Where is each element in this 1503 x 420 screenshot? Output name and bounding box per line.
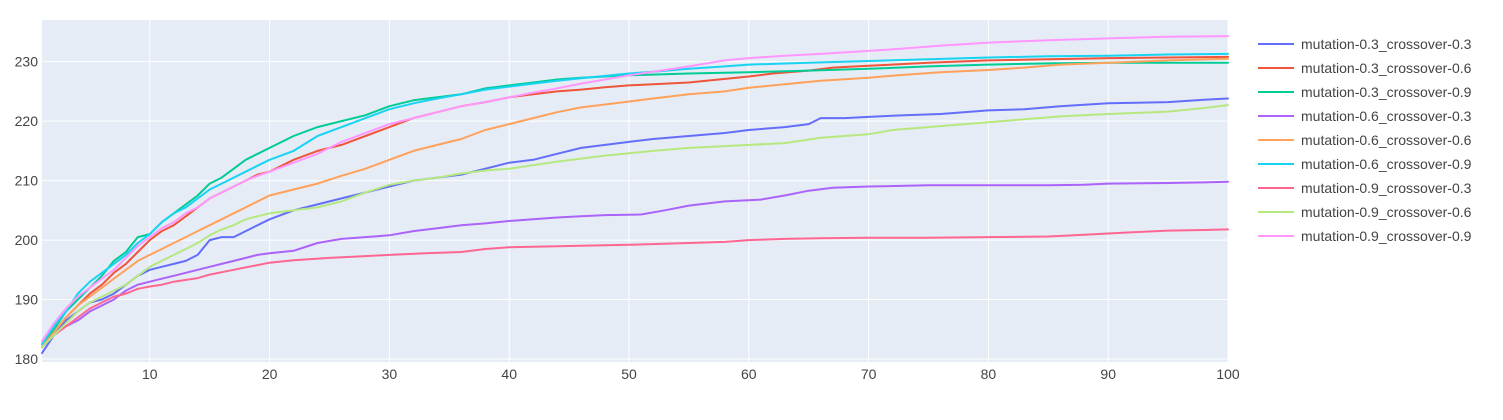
- y-tick-label: 190: [15, 292, 39, 308]
- x-tick-label: 70: [861, 366, 877, 382]
- legend-item[interactable]: mutation-0.9_crossover-0.9: [1258, 228, 1472, 244]
- legend-item[interactable]: mutation-0.6_crossover-0.9: [1258, 156, 1472, 172]
- x-tick-label: 10: [142, 366, 158, 382]
- legend-item[interactable]: mutation-0.3_crossover-0.3: [1258, 36, 1472, 52]
- legend-label: mutation-0.9_crossover-0.6: [1301, 204, 1472, 220]
- legend-label: mutation-0.9_crossover-0.3: [1301, 180, 1472, 196]
- legend-item[interactable]: mutation-0.6_crossover-0.6: [1258, 132, 1472, 148]
- y-tick-label: 210: [15, 173, 39, 189]
- legend-label: mutation-0.9_crossover-0.9: [1301, 228, 1472, 244]
- series-line[interactable]: [41, 52, 1229, 346]
- y-gridlines: [42, 61, 1228, 360]
- x-axis-ticks: 10 20 30 40 50 60 70 80 90 100: [142, 366, 1240, 382]
- y-tick-label: 180: [15, 351, 39, 367]
- legend-label: mutation-0.6_crossover-0.6: [1301, 132, 1472, 148]
- y-tick-label: 230: [15, 54, 39, 70]
- series-line[interactable]: [41, 57, 1229, 349]
- x-tick-label: 100: [1216, 366, 1240, 382]
- legend-item[interactable]: mutation-0.3_crossover-0.6: [1258, 60, 1472, 76]
- x-tick-label: 30: [382, 366, 398, 382]
- x-tick-label: 40: [501, 366, 517, 382]
- legend[interactable]: mutation-0.3_crossover-0.3 mutation-0.3_c…: [1258, 36, 1472, 244]
- plot-background: [42, 20, 1228, 362]
- legend-item[interactable]: mutation-0.6_crossover-0.3: [1258, 108, 1472, 124]
- x-tick-label: 80: [981, 366, 997, 382]
- y-axis-ticks: 180 190 200 210 220 230: [15, 54, 39, 367]
- y-tick-label: 200: [15, 232, 39, 248]
- series-line[interactable]: [41, 180, 1229, 349]
- legend-item[interactable]: mutation-0.9_crossover-0.6: [1258, 204, 1472, 220]
- x-tick-label: 60: [741, 366, 757, 382]
- x-tick-label: 20: [262, 366, 278, 382]
- legend-item[interactable]: mutation-0.3_crossover-0.9: [1258, 84, 1472, 100]
- legend-label: mutation-0.6_crossover-0.9: [1301, 156, 1472, 172]
- series-line[interactable]: [41, 35, 1229, 343]
- x-tick-label: 50: [621, 366, 637, 382]
- series-line[interactable]: [41, 61, 1229, 346]
- legend-label: mutation-0.3_crossover-0.3: [1301, 36, 1472, 52]
- x-tick-label: 90: [1100, 366, 1116, 382]
- legend-item[interactable]: mutation-0.9_crossover-0.3: [1258, 180, 1472, 196]
- legend-label: mutation-0.3_crossover-0.9: [1301, 84, 1472, 100]
- series-lines: [41, 35, 1229, 355]
- series-line[interactable]: [41, 228, 1229, 349]
- legend-label: mutation-0.3_crossover-0.6: [1301, 60, 1472, 76]
- y-tick-label: 220: [15, 113, 39, 129]
- legend-label: mutation-0.6_crossover-0.3: [1301, 108, 1472, 124]
- series-line[interactable]: [41, 104, 1229, 349]
